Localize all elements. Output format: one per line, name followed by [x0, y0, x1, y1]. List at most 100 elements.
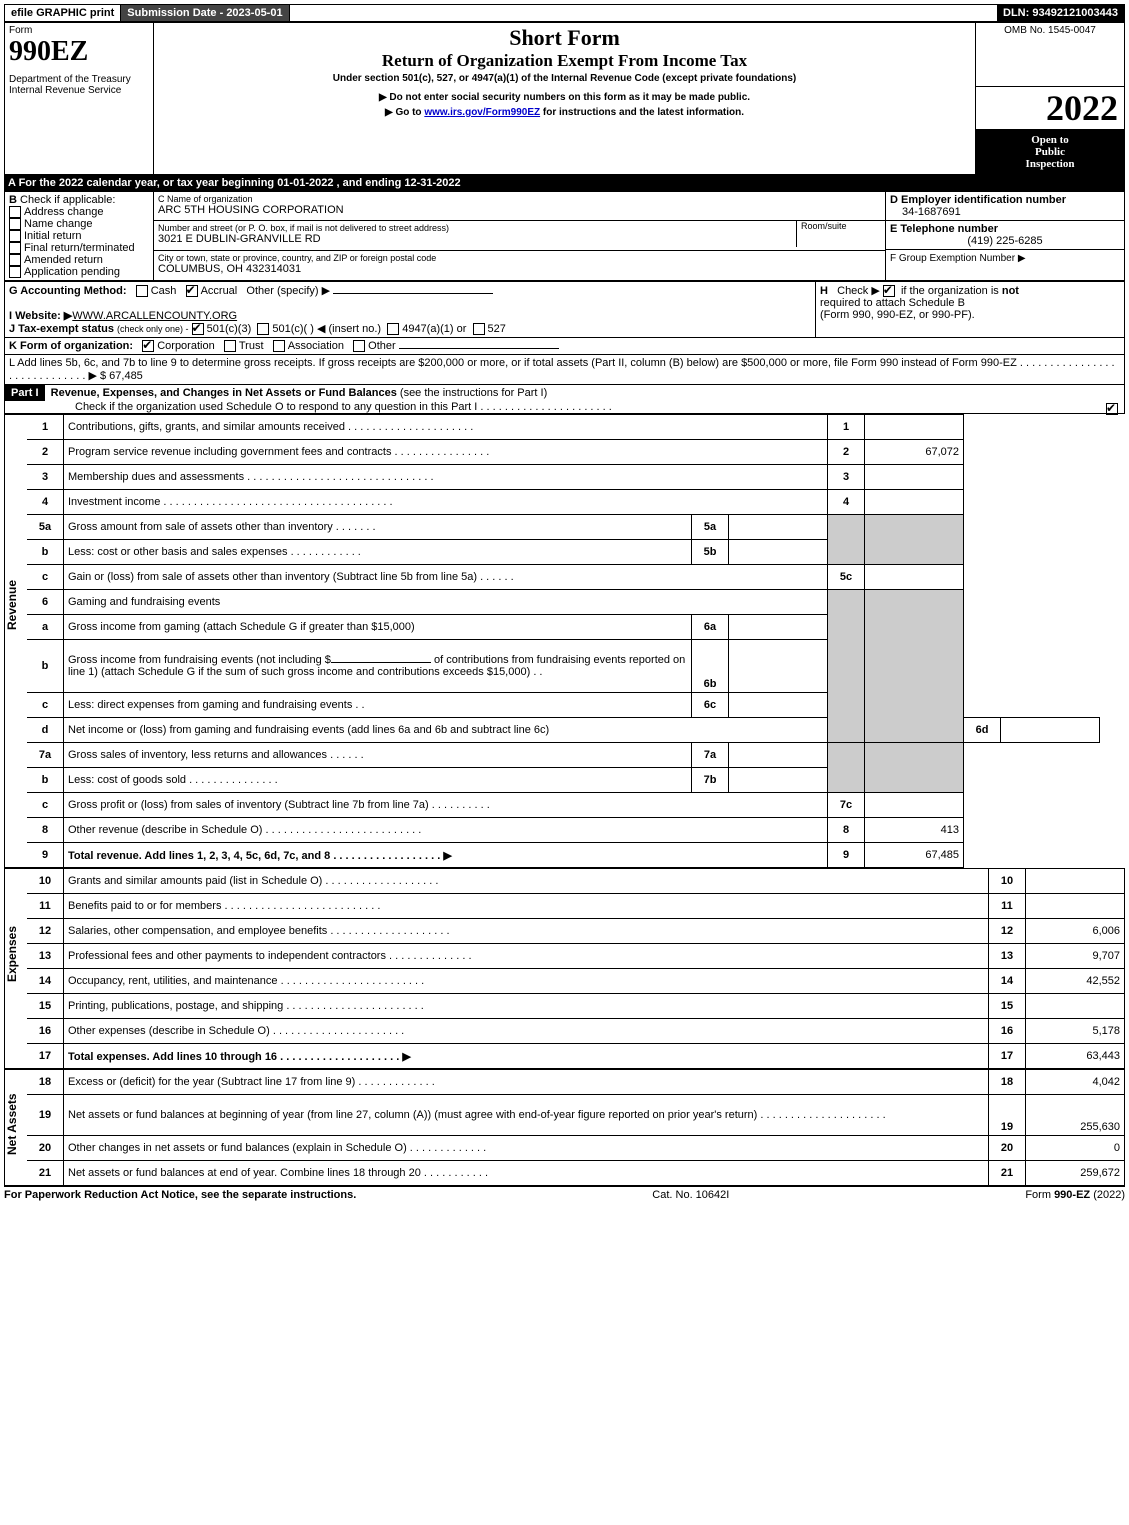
under-section: Under section 501(c), 527, or 4947(a)(1)…	[158, 73, 971, 84]
chk-assoc[interactable]	[273, 340, 285, 352]
chk-pending[interactable]	[9, 266, 21, 278]
opt-corp: Corporation	[157, 340, 214, 352]
goto-post: for instructions and the latest informat…	[540, 107, 744, 118]
chk-amended[interactable]	[9, 254, 21, 266]
line-6a-amt	[729, 615, 828, 640]
revenue-sidelabel: Revenue	[5, 415, 19, 815]
line-9-bold: Total revenue. Add lines 1, 2, 3, 4, 5c,…	[68, 850, 452, 862]
line-6d-desc: Net income or (loss) from gaming and fun…	[64, 718, 828, 743]
opt-final-return: Final return/terminated	[24, 242, 135, 254]
ssn-warning: ▶ Do not enter social security numbers o…	[158, 92, 971, 103]
i-label: I Website: ▶	[9, 310, 72, 322]
line-2-amt: 67,072	[865, 440, 964, 465]
chk-other-org[interactable]	[353, 340, 365, 352]
ghij-block: G Accounting Method: Cash Accrual Other …	[4, 281, 1125, 338]
website-value: WWW.ARCALLENCOUNTY.ORG	[72, 310, 237, 322]
e-label: E Telephone number	[890, 223, 998, 235]
line-17-desc: Total expenses. Add lines 10 through 16 …	[64, 1044, 989, 1069]
return-subtitle: Return of Organization Exempt From Incom…	[158, 51, 971, 71]
h-check: Check ▶	[837, 285, 880, 297]
chk-address-change[interactable]	[9, 206, 21, 218]
c-name-label: C Name of organization	[158, 194, 881, 204]
line-18-desc: Excess or (deficit) for the year (Subtra…	[64, 1070, 989, 1095]
l-row: L Add lines 5b, 6c, and 7b to line 9 to …	[4, 355, 1125, 385]
irs-label: Internal Revenue Service	[9, 85, 149, 96]
section-a-period: A For the 2022 calendar year, or tax yea…	[4, 175, 1125, 191]
goto-instructions: ▶ Go to www.irs.gov/Form990EZ for instru…	[158, 107, 971, 118]
ein-value: 34-1687691	[902, 206, 961, 218]
line-7b-desc: Less: cost of goods sold . . . . . . . .…	[64, 768, 692, 793]
other-method-input[interactable]	[333, 293, 493, 294]
chk-schedule-b-not-required[interactable]	[883, 285, 895, 297]
line-7a-amt	[729, 743, 828, 768]
footer-left: For Paperwork Reduction Act Notice, see …	[4, 1189, 356, 1201]
insp3: Inspection	[980, 158, 1120, 170]
chk-name-change[interactable]	[9, 218, 21, 230]
opt-trust: Trust	[239, 340, 264, 352]
chk-trust[interactable]	[224, 340, 236, 352]
line-20-amt: 0	[1026, 1136, 1125, 1161]
line-21-amt: 259,672	[1026, 1161, 1125, 1186]
dln-label: DLN: 93492121003443	[997, 5, 1124, 21]
line-10-desc: Grants and similar amounts paid (list in…	[64, 869, 989, 894]
footer-right: Form 990-EZ (2022)	[1025, 1189, 1125, 1201]
chk-corp[interactable]	[142, 340, 154, 352]
d-label: D Employer identification number	[890, 194, 1066, 206]
opt-cash: Cash	[151, 285, 177, 297]
line-1-desc: Contributions, gifts, grants, and simila…	[64, 415, 828, 440]
netassets-block: Net Assets 18Excess or (deficit) for the…	[4, 1069, 1125, 1186]
line-14-desc: Occupancy, rent, utilities, and maintena…	[64, 969, 989, 994]
line-5b-desc: Less: cost or other basis and sales expe…	[64, 540, 692, 565]
line-10-amt	[1026, 869, 1125, 894]
opt-assoc: Association	[288, 340, 344, 352]
line-6b-input[interactable]	[331, 662, 431, 663]
opt-name-change: Name change	[24, 218, 93, 230]
line-7a-desc: Gross sales of inventory, less returns a…	[64, 743, 692, 768]
efile-print-label[interactable]: efile GRAPHIC print	[5, 5, 121, 21]
line-21-desc: Net assets or fund balances at end of ye…	[64, 1161, 989, 1186]
part1-title: Revenue, Expenses, and Changes in Net As…	[51, 387, 397, 399]
entity-block: B Check if applicable: Address change Na…	[4, 191, 1125, 282]
tax-year: 2022	[976, 87, 1124, 130]
line-13-amt: 9,707	[1026, 944, 1125, 969]
line-3-desc: Membership dues and assessments . . . . …	[64, 465, 828, 490]
short-form-title: Short Form	[158, 25, 971, 51]
k-row: K Form of organization: Corporation Trus…	[4, 338, 1125, 355]
form-word: Form	[9, 25, 149, 36]
chk-final-return[interactable]	[9, 242, 21, 254]
netassets-sidelabel: Net Assets	[5, 1070, 19, 1178]
line-1-amt	[865, 415, 964, 440]
city-label: City or town, state or province, country…	[158, 253, 881, 263]
chk-cash[interactable]	[136, 285, 148, 297]
chk-4947[interactable]	[387, 323, 399, 335]
goto-link[interactable]: www.irs.gov/Form990EZ	[424, 107, 540, 118]
opt-501c: 501(c)( ) ◀ (insert no.)	[272, 323, 381, 335]
line-19-amt: 255,630	[1026, 1095, 1125, 1136]
revenue-table: 1Contributions, gifts, grants, and simil…	[27, 414, 1100, 868]
line-7c-amt	[865, 793, 964, 818]
line-20-desc: Other changes in net assets or fund bala…	[64, 1136, 989, 1161]
open-to-public-inspection: Open to Public Inspection	[976, 130, 1124, 174]
line-15-amt	[1026, 994, 1125, 1019]
h-forms: (Form 990, 990-EZ, or 990-PF).	[820, 309, 975, 321]
chk-initial-return[interactable]	[9, 230, 21, 242]
line-12-desc: Salaries, other compensation, and employ…	[64, 919, 989, 944]
street-value: 3021 E DUBLIN-GRANVILLE RD	[158, 233, 796, 245]
line-8-amt: 413	[865, 818, 964, 843]
h-label: H	[820, 285, 828, 297]
line-9-amt: 67,485	[865, 843, 964, 868]
opt-initial-return: Initial return	[24, 230, 81, 242]
chk-527[interactable]	[473, 323, 485, 335]
footer-right-post: (2022)	[1090, 1189, 1125, 1201]
chk-accrual[interactable]	[186, 285, 198, 297]
chk-schedule-o-used[interactable]	[1106, 403, 1118, 415]
chk-501c[interactable]	[257, 323, 269, 335]
other-org-input[interactable]	[399, 348, 559, 349]
chk-501c3[interactable]	[192, 323, 204, 335]
line-4-amt	[865, 490, 964, 515]
opt-accrual: Accrual	[201, 285, 238, 297]
street-label: Number and street (or P. O. box, if mail…	[158, 223, 796, 233]
line-11-amt	[1026, 894, 1125, 919]
line-16-desc: Other expenses (describe in Schedule O) …	[64, 1019, 989, 1044]
line-6-desc: Gaming and fundraising events	[64, 590, 828, 615]
